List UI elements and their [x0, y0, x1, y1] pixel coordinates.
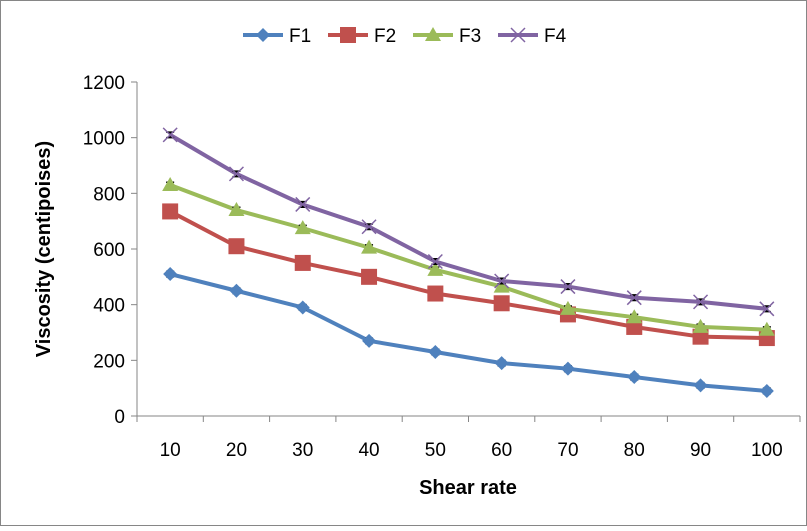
data-point-F3 [626, 309, 643, 324]
data-point-F3 [427, 261, 444, 276]
data-point-F1 [560, 361, 575, 376]
x-tick-label: 20 [226, 440, 247, 461]
legend-marker [340, 27, 356, 43]
x-tick-label: 30 [292, 440, 313, 461]
x-tick-label: 70 [557, 440, 578, 461]
y-tick-label: 800 [93, 184, 125, 205]
data-point-F2 [427, 285, 444, 302]
legend-marker [256, 28, 270, 42]
legend-item-F1: F1 [243, 26, 311, 47]
data-point-F4 [361, 219, 377, 235]
data-point-F3 [559, 300, 576, 315]
data-point-F4 [228, 166, 244, 182]
data-point-F3 [228, 202, 245, 217]
x-tick-label: 40 [358, 440, 379, 461]
x-tick-label: 50 [425, 440, 446, 461]
y-tick-label: 400 [93, 296, 125, 317]
data-point-F4 [494, 273, 510, 289]
legend-item-F2: F2 [328, 26, 396, 47]
data-point-F3 [493, 278, 510, 293]
legend-item-F4: F4 [498, 26, 567, 47]
x-axis-label: Shear rate [419, 477, 517, 499]
x-tick-label: 60 [491, 440, 512, 461]
legend-marker [425, 27, 441, 41]
data-point-F1 [759, 383, 774, 398]
series-line-F1 [169, 272, 768, 393]
x-tick-label: 10 [160, 440, 181, 461]
data-point-F4 [693, 294, 709, 310]
y-tick-label: 600 [93, 240, 125, 261]
y-tick-label: 0 [114, 407, 125, 428]
data-point-F2 [493, 295, 510, 312]
data-point-F4 [162, 127, 178, 143]
data-point-F4 [626, 290, 642, 306]
data-point-F3 [758, 321, 775, 336]
data-point-F1 [494, 356, 509, 371]
legend-label: F4 [544, 26, 567, 47]
series-line-F2 [169, 209, 767, 341]
data-point-F4 [759, 301, 775, 317]
y-tick-label: 200 [93, 351, 125, 372]
series-F3 [162, 176, 775, 336]
data-point-F1 [693, 378, 708, 393]
series-line-F4 [169, 133, 768, 311]
data-point-F3 [294, 220, 311, 235]
y-tick-label: 1000 [83, 129, 125, 150]
data-point-F4 [427, 253, 443, 270]
legend-label: F3 [459, 26, 481, 47]
data-point-F3 [692, 318, 709, 333]
data-point-F3 [162, 176, 179, 191]
x-tick-label: 100 [751, 440, 783, 461]
data-point-F1 [627, 370, 642, 385]
x-tick-label: 80 [624, 440, 645, 461]
y-tick-label: 1200 [83, 73, 125, 94]
x-tick-label: 90 [690, 440, 711, 461]
data-point-F1 [229, 283, 244, 298]
data-point-F2 [361, 268, 378, 285]
y-axis-label: Viscosity (centipoises) [33, 141, 55, 357]
series-F4 [162, 127, 775, 317]
data-point-F2 [162, 203, 179, 220]
series-F1 [163, 267, 774, 398]
series-line-F3 [169, 183, 767, 332]
legend-item-F3: F3 [413, 26, 481, 47]
data-point-F1 [295, 300, 310, 315]
data-point-F4 [560, 279, 576, 295]
data-point-F4 [295, 196, 311, 212]
data-point-F1 [163, 267, 178, 282]
legend-label: F2 [374, 26, 396, 47]
data-point-F2 [294, 254, 311, 271]
data-point-F1 [428, 344, 443, 359]
legend-label: F1 [289, 26, 311, 47]
data-point-F1 [362, 333, 377, 348]
data-point-F3 [361, 239, 378, 254]
legend-marker [510, 27, 526, 43]
data-point-F2 [228, 238, 245, 255]
